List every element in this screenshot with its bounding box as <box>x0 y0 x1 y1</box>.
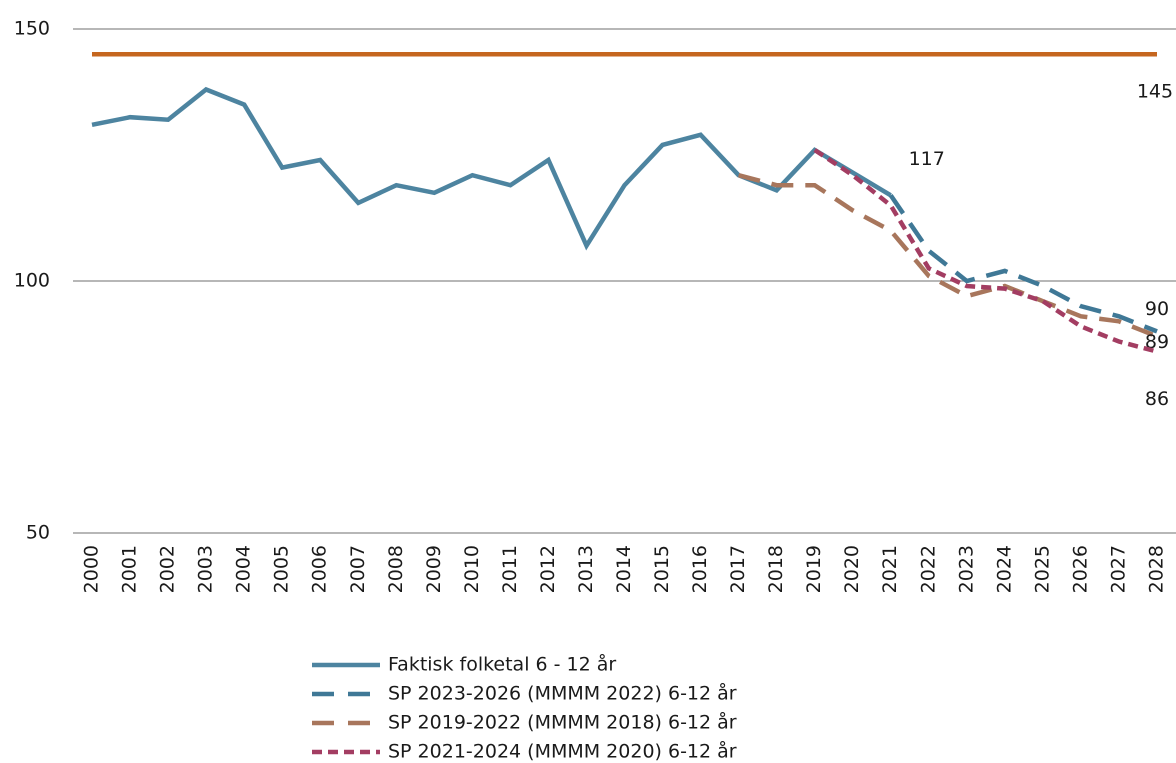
x-tick-label: 2016 <box>689 545 711 593</box>
data-label: 145 <box>1137 81 1173 103</box>
x-tick-label: 2012 <box>537 545 559 593</box>
x-tick-label: 2000 <box>81 545 103 593</box>
legend-item: SP 2021-2024 (MMMM 2020) 6-12 år <box>312 740 737 763</box>
data-label: 90 <box>1145 298 1169 320</box>
x-tick-label: 2022 <box>917 545 939 593</box>
legend-label: Faktisk folketal 6 - 12 år <box>388 653 616 676</box>
x-tick-label: 2025 <box>1031 545 1053 593</box>
x-tick-label: 2020 <box>841 545 863 593</box>
x-tick-label: 2027 <box>1107 545 1129 593</box>
y-tick-label: 100 <box>14 270 50 292</box>
y-tick-label: 50 <box>26 522 50 544</box>
legend-label: SP 2023-2026 (MMMM 2022) 6-12 år <box>388 682 737 705</box>
x-tick-label: 2001 <box>119 545 141 593</box>
series-line <box>813 148 1158 354</box>
x-tick-label: 2024 <box>993 545 1015 593</box>
legend-label: SP 2019-2022 (MMMM 2018) 6-12 år <box>388 711 737 734</box>
legend-item: SP 2019-2022 (MMMM 2018) 6-12 år <box>312 711 737 734</box>
x-tick-label: 2028 <box>1145 545 1167 593</box>
x-tick-label: 2026 <box>1069 545 1091 593</box>
x-tick-label: 2014 <box>613 545 635 593</box>
x-tick-label: 2009 <box>423 545 445 593</box>
data-label: 86 <box>1145 388 1169 410</box>
x-tick-label: 2018 <box>765 545 787 593</box>
x-tick-label: 2003 <box>195 545 217 593</box>
series-line <box>738 173 1158 339</box>
data-label: 89 <box>1145 331 1169 353</box>
legend-item: Faktisk folketal 6 - 12 år <box>312 653 616 676</box>
x-tick-label: 2013 <box>575 545 597 593</box>
x-tick-label: 2008 <box>385 545 407 593</box>
legend-label: SP 2021-2024 (MMMM 2020) 6-12 år <box>388 740 737 763</box>
x-tick-label: 2004 <box>233 545 255 593</box>
x-tick-label: 2015 <box>651 545 673 593</box>
y-tick-label: 150 <box>14 18 50 40</box>
x-tick-label: 2007 <box>347 545 369 593</box>
x-tick-label: 2021 <box>879 545 901 593</box>
x-tick-label: 2010 <box>461 545 483 593</box>
data-label: 117 <box>909 148 945 170</box>
x-tick-label: 2011 <box>499 545 521 593</box>
x-tick-label: 2005 <box>271 545 293 593</box>
series-line <box>888 194 1158 334</box>
x-tick-label: 2006 <box>309 545 331 593</box>
x-tick-label: 2019 <box>803 545 825 593</box>
x-tick-label: 2017 <box>727 545 749 593</box>
x-tick-label: 2023 <box>955 545 977 593</box>
series-line <box>91 86 892 251</box>
legend-item: SP 2023-2026 (MMMM 2022) 6-12 år <box>312 682 737 705</box>
x-tick-label: 2002 <box>157 545 179 593</box>
